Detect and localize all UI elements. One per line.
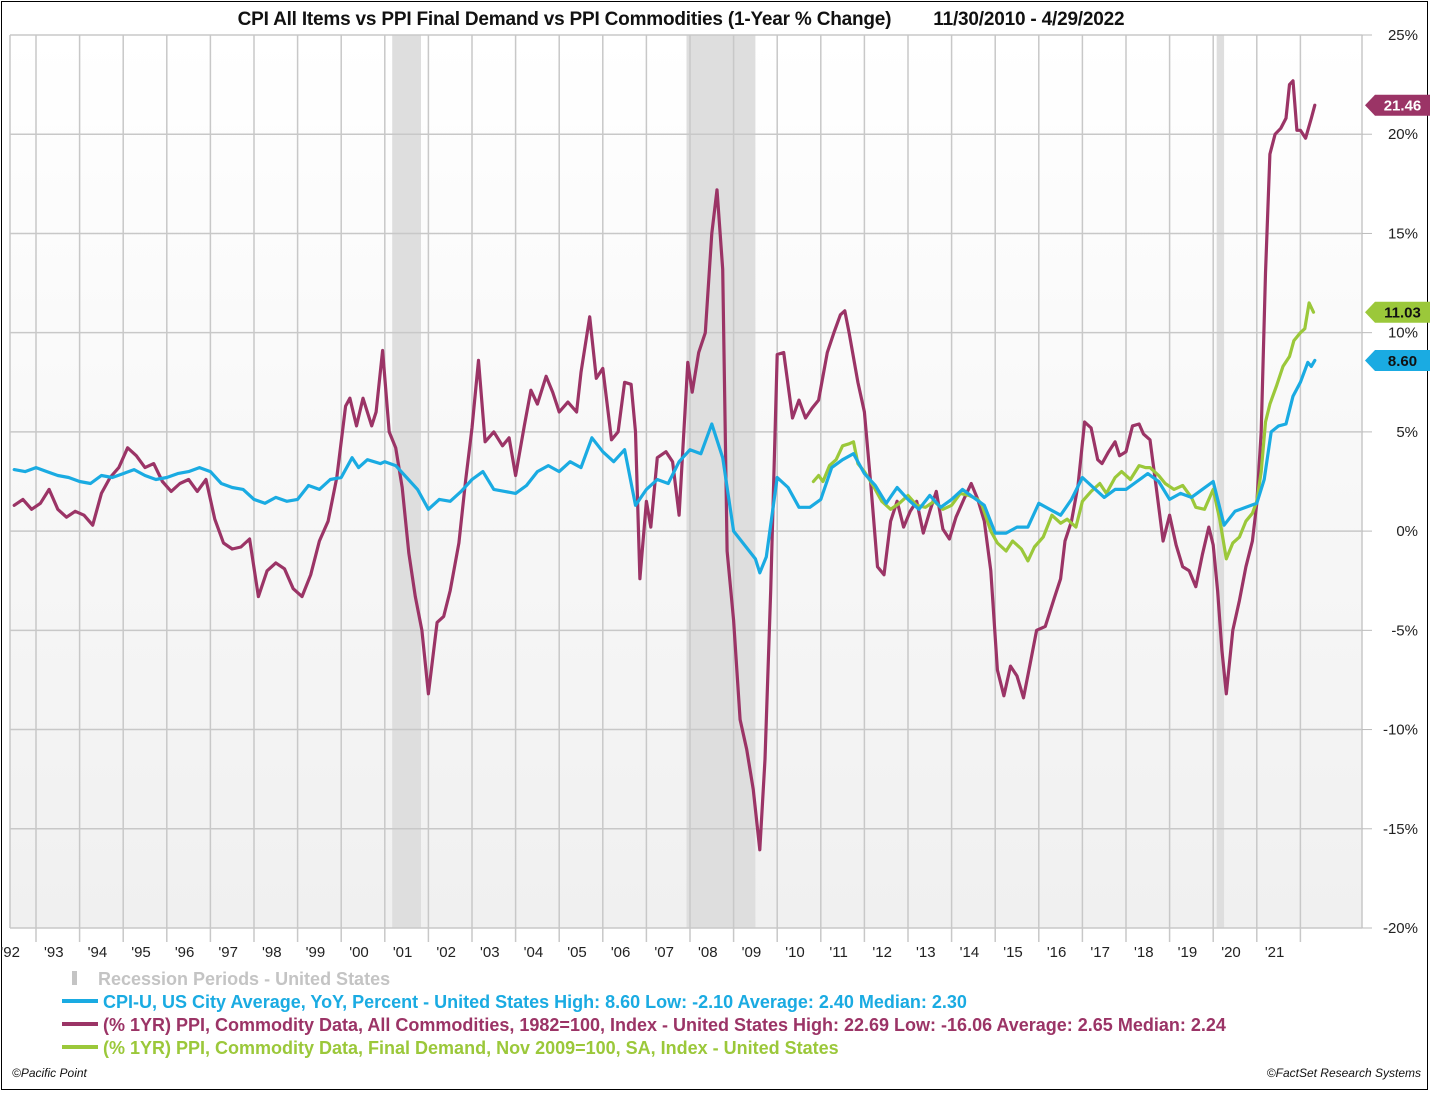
last-value-tags: 8.60 21.46 11.03 xyxy=(1365,94,1430,371)
x-tick-label: '99 xyxy=(306,944,326,961)
x-tick-label: '05 xyxy=(567,944,587,961)
legend-label: (% 1YR) PPI, Commodity Data, Final Deman… xyxy=(103,1038,839,1058)
x-tick-label: '02 xyxy=(436,944,456,961)
x-tick-label: '92 xyxy=(0,944,20,961)
legend-label: CPI-U, US City Average, YoY, Percent - U… xyxy=(103,992,550,1012)
x-tick-label: '97 xyxy=(218,944,238,961)
series-line-0 xyxy=(12,358,1317,575)
legend-stats: High: 8.60 Low: -2.10 Average: 2.40 Medi… xyxy=(554,992,967,1012)
y-tick-label: 10% xyxy=(1388,325,1418,342)
x-tick-label: '98 xyxy=(262,944,282,961)
legend-swatch xyxy=(62,1022,98,1027)
series-line-1 xyxy=(12,79,1317,852)
legend-stats: High: 22.69 Low: -16.06 Average: 2.65 Me… xyxy=(793,1015,1226,1035)
x-tick-label: '09 xyxy=(742,944,762,961)
y-axis: 25% 20% 15% 10% 5% 0% -5% -10% -15% -20% xyxy=(1362,27,1418,937)
recession-band xyxy=(686,35,756,928)
recession-bands xyxy=(392,35,1225,928)
last-value-tag-2 xyxy=(1365,301,1430,323)
series-line-2 xyxy=(811,301,1316,563)
date-range: 11/30/2010 - 4/29/2022 xyxy=(933,9,1125,30)
x-tick-label: '10 xyxy=(785,944,805,961)
y-tick-label: 25% xyxy=(1388,27,1418,44)
legend-swatch xyxy=(62,1045,98,1050)
footer-copyright-right: ©FactSet Research Systems xyxy=(1266,1066,1421,1080)
legend-label: Recession Periods - United States xyxy=(98,969,391,989)
x-tick-label: '93 xyxy=(44,944,64,961)
x-tick-label: '11 xyxy=(829,944,847,961)
x-tick-label: '06 xyxy=(611,944,631,961)
legend-item-recession: Recession Periods - United States xyxy=(62,969,390,990)
title-text: CPI All Items vs PPI Final Demand vs PPI… xyxy=(237,9,892,30)
recession-band xyxy=(392,35,421,928)
x-tick-label: '94 xyxy=(88,944,108,961)
y-tick-label: -15% xyxy=(1383,821,1418,838)
gridlines xyxy=(9,34,1363,942)
x-tick-label: '19 xyxy=(1178,944,1198,961)
y-tick-label: 15% xyxy=(1388,225,1418,242)
x-axis: '92 '93 '94 '95 '96 '97 '98 '99 '00 '01 '02 '03 '04 '… xyxy=(0,944,1284,961)
x-tick-label: '15 xyxy=(1003,944,1023,961)
x-tick-label: '21 xyxy=(1265,944,1285,961)
x-tick-label: '07 xyxy=(654,944,674,961)
last-value-tag-0 xyxy=(1365,349,1430,371)
last-value-label-0: 8.60 xyxy=(1388,353,1417,370)
legend-item-cpi: CPI-U, US City Average, YoY, Percent - U… xyxy=(62,992,967,1013)
last-value-label-1: 21.46 xyxy=(1384,98,1422,115)
x-tick-label: '00 xyxy=(349,944,369,961)
y-tick-label: 5% xyxy=(1396,424,1418,441)
last-value-tag-1 xyxy=(1365,94,1430,116)
y-tick-label: -10% xyxy=(1383,722,1418,739)
x-tick-label: '96 xyxy=(175,944,195,961)
x-tick-label: '12 xyxy=(872,944,892,961)
legend-item-ppi-final-demand: (% 1YR) PPI, Commodity Data, Final Deman… xyxy=(62,1038,839,1059)
x-tick-label: '18 xyxy=(1134,944,1154,961)
y-tick-label: -20% xyxy=(1383,920,1418,937)
recession-band xyxy=(1216,35,1225,928)
x-tick-label: '14 xyxy=(960,944,980,961)
x-tick-label: '08 xyxy=(698,944,718,961)
x-tick-label: '13 xyxy=(916,944,936,961)
chart-title: CPI All Items vs PPI Final Demand vs PPI… xyxy=(0,9,1362,31)
x-tick-label: '20 xyxy=(1221,944,1241,961)
y-tick-label: 20% xyxy=(1388,126,1418,143)
y-tick-label: -5% xyxy=(1391,622,1418,639)
x-tick-label: '03 xyxy=(480,944,500,961)
y-tick-label: 0% xyxy=(1396,523,1418,540)
series-lines xyxy=(12,79,1317,852)
x-tick-label: '17 xyxy=(1090,944,1110,961)
x-tick-label: '95 xyxy=(131,944,151,961)
footer-copyright-left: ©Pacific Point xyxy=(12,1066,87,1080)
x-tick-label: '01 xyxy=(393,944,413,961)
legend-swatch xyxy=(62,999,98,1004)
x-tick-label: '16 xyxy=(1047,944,1067,961)
legend-item-ppi-commodities: (% 1YR) PPI, Commodity Data, All Commodi… xyxy=(62,1015,1226,1036)
recession-swatch xyxy=(72,971,77,986)
x-tick-label: '04 xyxy=(524,944,544,961)
legend-label: (% 1YR) PPI, Commodity Data, All Commodi… xyxy=(103,1015,789,1035)
last-value-label-2: 11.03 xyxy=(1384,305,1421,322)
